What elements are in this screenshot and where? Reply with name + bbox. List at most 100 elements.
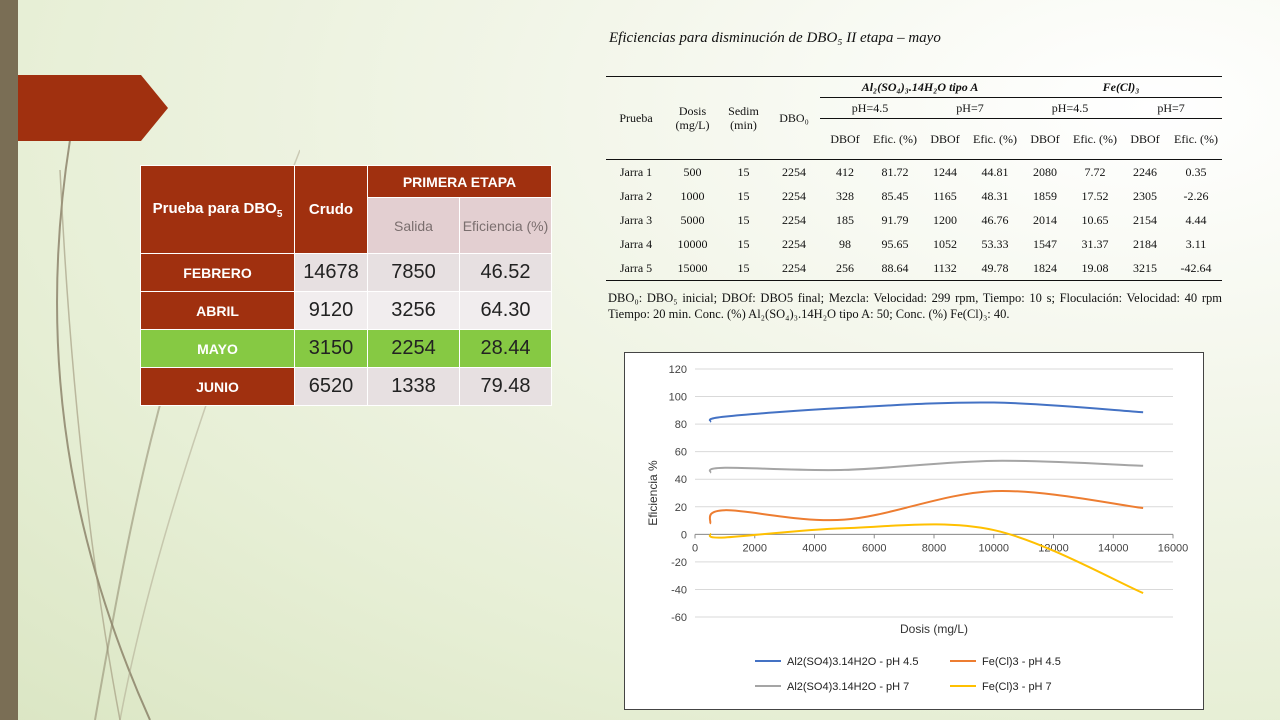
header-crudo: Crudo: [294, 165, 368, 254]
table-cell: 5000: [680, 212, 705, 227]
table-cell: 98: [839, 236, 851, 251]
left-accent-bar: [0, 0, 18, 720]
x-tick-label: 14000: [1098, 542, 1129, 554]
table-cell: 1000: [680, 188, 705, 203]
table-cell: 2246: [1120, 159, 1171, 184]
ph-label: pH=7: [920, 97, 1021, 119]
y-axis-title: Eficiencia %: [646, 460, 660, 526]
ph-label: pH=7: [1120, 97, 1223, 119]
table-cell: 7.72: [1070, 159, 1121, 184]
table-cell: Jarra 4: [619, 236, 653, 251]
salida-cell: 2254: [367, 329, 460, 368]
table-row: Jarra 5 15000 15 2254 256 88.64 1132 49.78 1824 1…: [606, 256, 1223, 281]
crudo-cell: 9120: [294, 291, 368, 330]
x-tick-label: 2000: [743, 542, 767, 554]
table-cell: 85.45: [881, 188, 909, 203]
y-tick-label: 120: [669, 364, 687, 376]
table-cell: 1244: [920, 159, 970, 184]
month-cell: JUNIO: [140, 367, 295, 406]
y-tick-label: 0: [681, 529, 687, 541]
table-cell: 2254: [768, 256, 820, 281]
table-cell: 2080: [1020, 159, 1071, 184]
table-cell: 15: [719, 256, 768, 281]
table-cell: 1547: [1033, 236, 1058, 251]
table-cell: 15: [737, 212, 750, 227]
table-row: JUNIO 6520 1338 79.48: [140, 367, 552, 406]
x-tick-label: 10000: [978, 542, 1009, 554]
primera-etapa-table: Prueba para DBO5 Crudo PRIMERA ETAPA Sal…: [140, 165, 552, 406]
table-cell: 91.79: [881, 212, 909, 227]
table-cell: 256: [820, 256, 870, 281]
table-cell: Jarra 3: [619, 212, 653, 227]
col-sedim: Sedim (min): [719, 76, 768, 160]
eficiencia-cell: 79.48: [459, 367, 552, 406]
y-tick-label: -40: [671, 584, 687, 596]
col-dosis: Dosis (mg/L): [666, 76, 719, 160]
table-row: ABRIL 9120 3256 64.30: [140, 291, 552, 330]
x-axis-title: Dosis (mg/L): [900, 622, 968, 636]
y-tick-label: 80: [675, 419, 687, 431]
table-cell: 3.11: [1185, 236, 1207, 251]
eficiencia-cell: 64.30: [459, 291, 552, 330]
header-primera-etapa: PRIMERA ETAPA: [367, 165, 552, 198]
table-cell: 2305: [1133, 188, 1158, 203]
x-tick-label: 0: [692, 542, 698, 554]
crudo-cell: 6520: [294, 367, 368, 406]
legend-label: Fe(Cl)3 - pH 4.5: [982, 656, 1061, 668]
table-cell: 10000: [677, 236, 708, 251]
series-line: [708, 489, 1144, 525]
y-tick-label: 100: [669, 392, 687, 404]
table-cell: Jarra 5: [606, 256, 666, 281]
group-al: Al₂(SO₄)₃.14H₂O tipo A: [820, 76, 1021, 98]
table-cell: 95.65: [881, 236, 909, 251]
legend-label: Al2(SO4)3.14H2O - pH 7: [787, 681, 909, 693]
table-cell: 53.33: [981, 236, 1009, 251]
table-cell: 1132: [920, 256, 970, 281]
sub-dbof: DBOf: [820, 118, 870, 160]
table-cell: 49.78: [970, 256, 1021, 281]
sub-dbof: DBOf: [1020, 118, 1071, 160]
table-row: MAYO 3150 2254 28.44: [140, 329, 552, 368]
table-cell: 2254: [782, 188, 806, 203]
table-cell: 17.52: [1081, 188, 1109, 203]
table-cell: 15: [737, 188, 750, 203]
dbo-table-note: DBO₀: DBO₅ inicial; DBOf: DBO5 final; Me…: [608, 291, 1222, 321]
chart-svg: -60 -40 -20 0 20 40 60 80 100 120 0 2000 4000 6000 800…: [646, 364, 1189, 693]
table-cell: 1859: [1033, 188, 1058, 203]
salida-cell: 1338: [367, 367, 460, 406]
series-line: [708, 523, 1144, 595]
table-row: Jarra 1 500 15 2254 412 81.72 1244 44.81 2080 7.7…: [606, 159, 1223, 184]
crudo-cell: 3150: [294, 329, 368, 368]
table-cell: 1824: [1020, 256, 1071, 281]
sub-dbof: DBOf: [1120, 118, 1171, 160]
sub-efic: Efic. (%): [1170, 118, 1223, 160]
table-cell: 19.08: [1070, 256, 1121, 281]
table-cell: 1052: [933, 236, 957, 251]
x-tick-label: 16000: [1158, 542, 1189, 554]
table-cell: 88.64: [870, 256, 920, 281]
efficiency-chart: -60 -40 -20 0 20 40 60 80 100 120 0 2000 4000 6000 800…: [624, 352, 1204, 710]
x-tick-label: 12000: [1038, 542, 1069, 554]
table-cell: 412: [820, 159, 870, 184]
x-tick-label: 4000: [802, 542, 826, 554]
table-cell: 2254: [782, 236, 806, 251]
table-cell: 3215: [1120, 256, 1171, 281]
table-cell: 81.72: [870, 159, 920, 184]
table-cell: 4.44: [1185, 212, 1207, 227]
table-cell: -42.64: [1170, 256, 1223, 281]
col-prueba: Prueba: [606, 76, 666, 160]
legend-label: Al2(SO4)3.14H2O - pH 4.5: [787, 656, 918, 668]
table-row: Jarra 2 1000 15 2254 328 85.45 1165 48.31 1859 17…: [606, 184, 1222, 208]
table-cell: 10.65: [1081, 212, 1109, 227]
table-cell: 2254: [782, 212, 806, 227]
table-cell: 31.37: [1081, 236, 1109, 251]
table-cell: 328: [836, 188, 854, 203]
month-cell: ABRIL: [140, 291, 295, 330]
legend-label: Fe(Cl)3 - pH 7: [982, 681, 1052, 693]
header-salida: Salida: [367, 197, 460, 254]
table-cell: 15: [737, 236, 750, 251]
x-tick-label: 8000: [922, 542, 946, 554]
ph-label: pH=4.5: [1020, 97, 1121, 119]
dbo-efficiency-table: Prueba Dosis (mg/L) Sedim (min) DBO₀ Al₂…: [606, 76, 1223, 281]
table-row: Jarra 3 5000 15 2254 185 91.79 1200 46.76 2014 10…: [606, 208, 1222, 232]
